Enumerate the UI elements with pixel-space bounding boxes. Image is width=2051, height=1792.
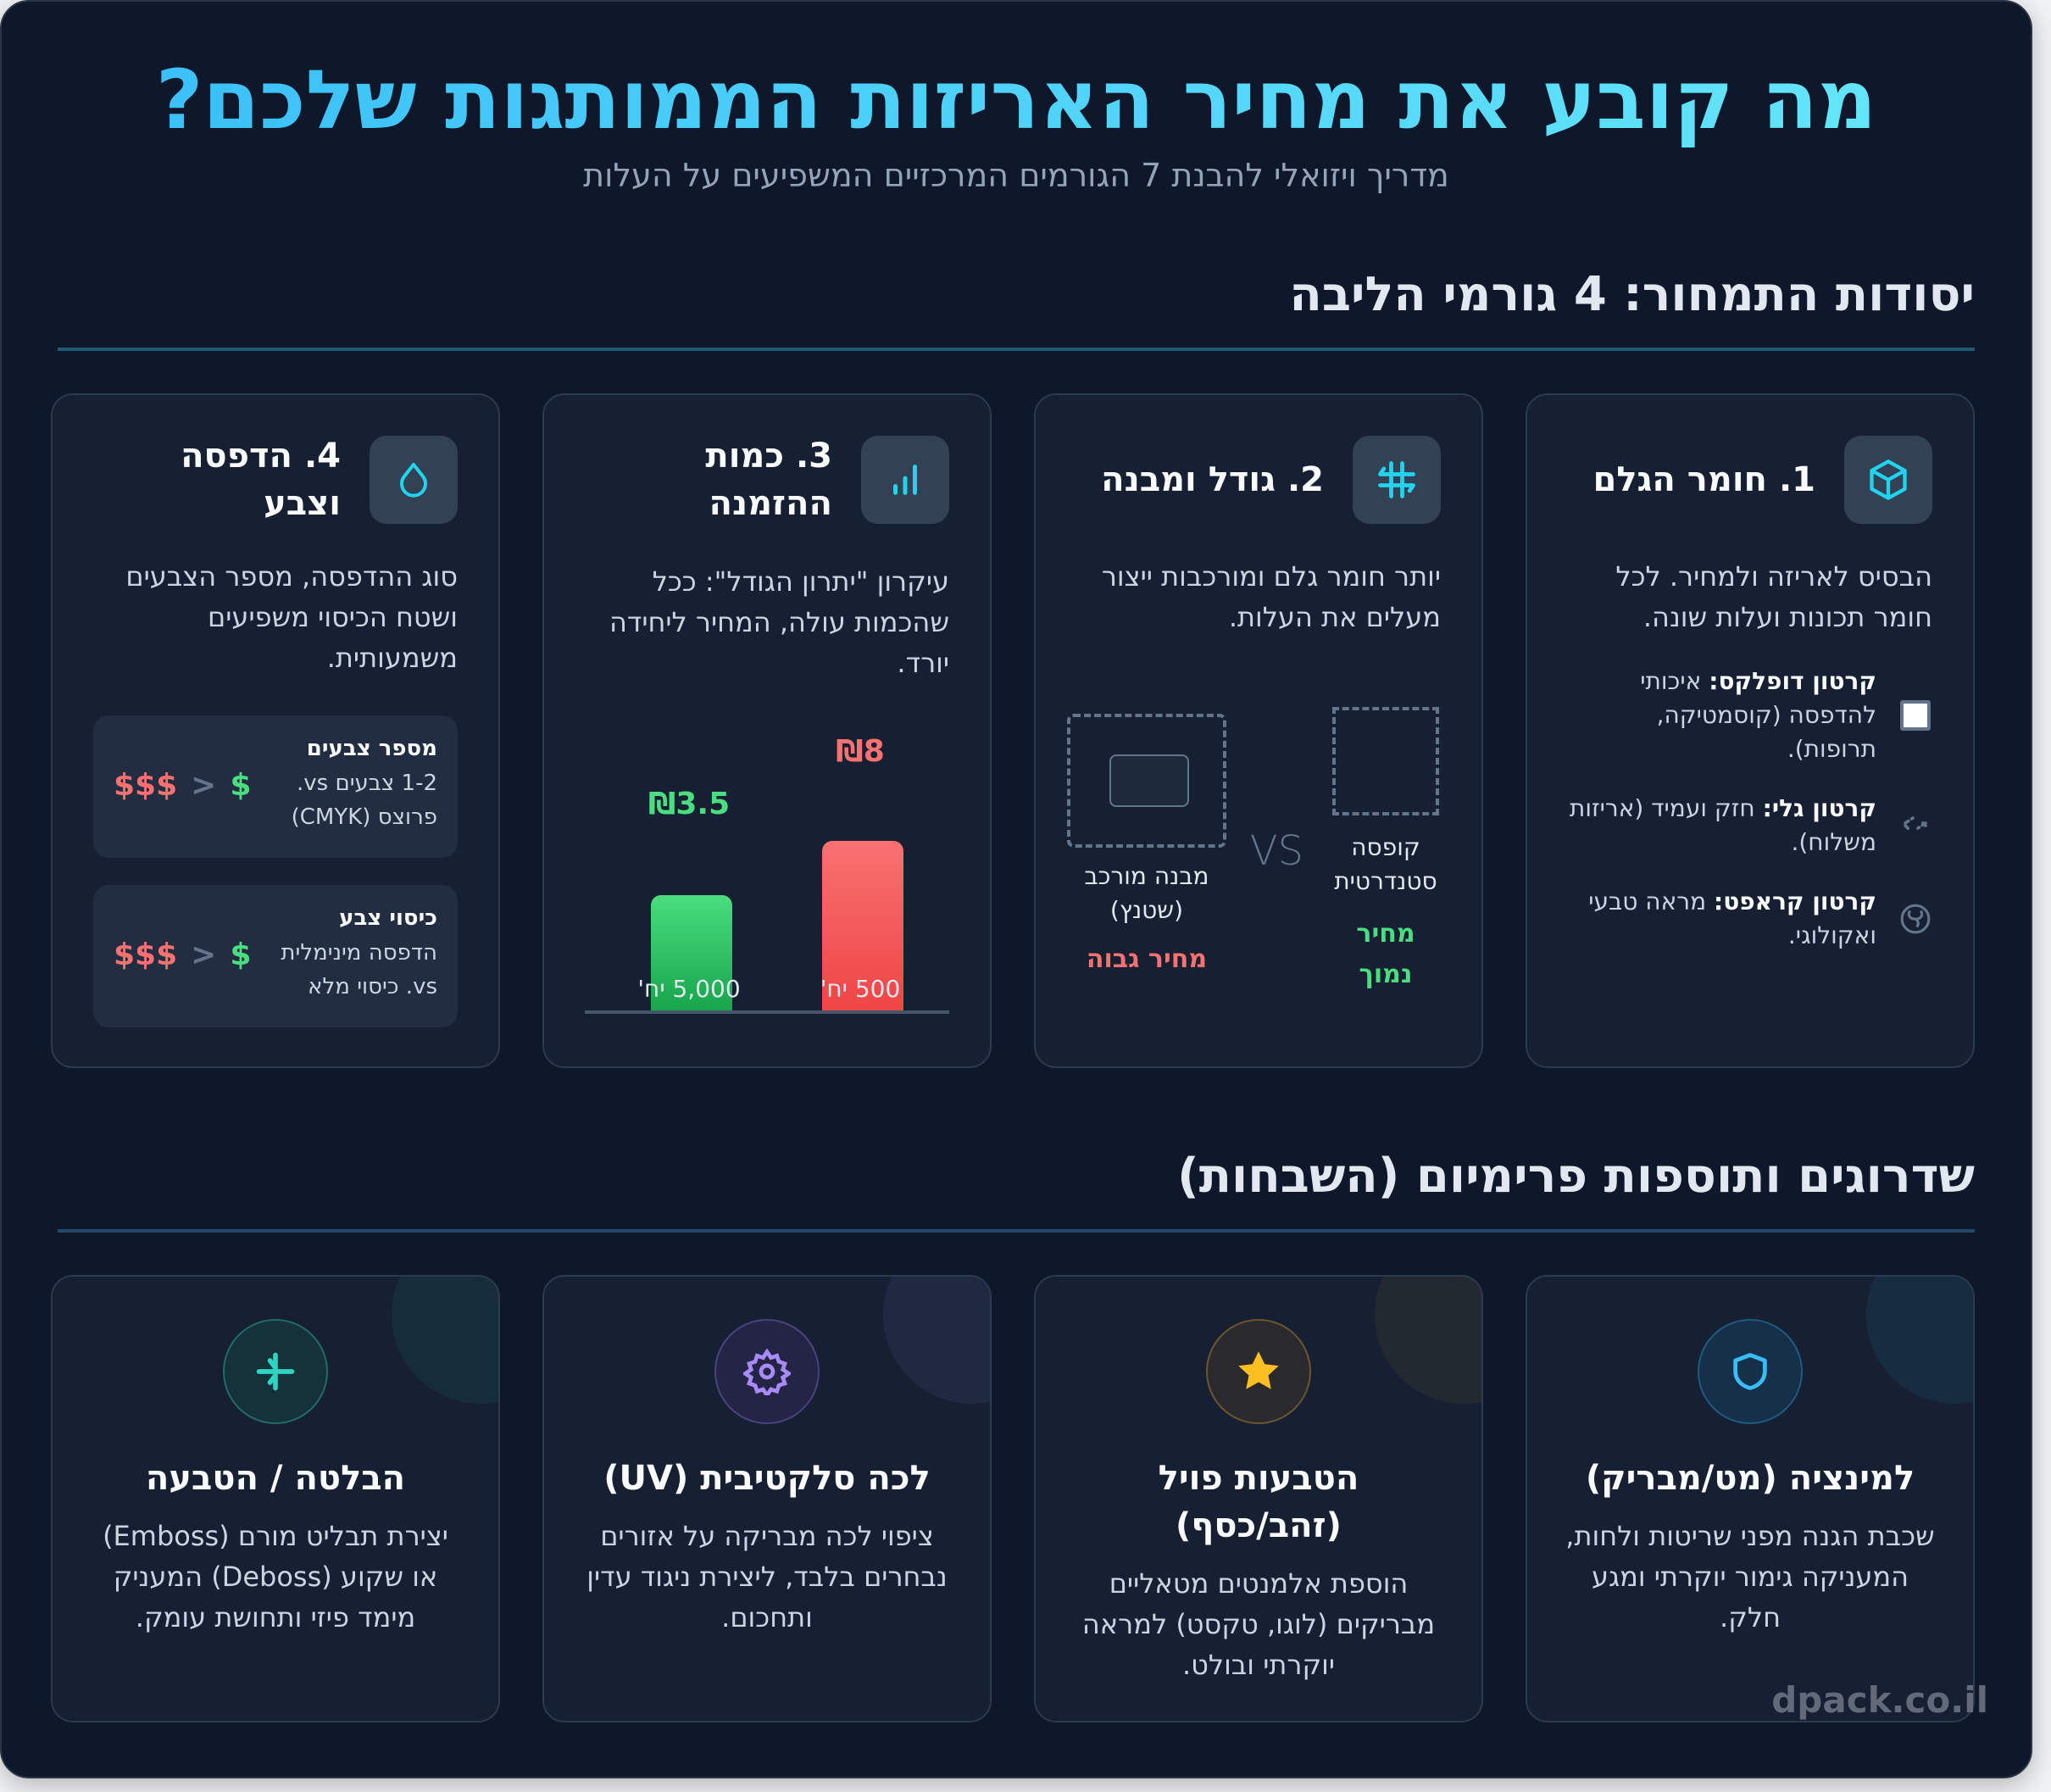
emboss-icon bbox=[223, 1319, 328, 1424]
card-header: 4. הדפסה וצבע bbox=[93, 436, 458, 524]
recycle-icon bbox=[1898, 902, 1932, 936]
card-title: 3. כמות ההזמנה bbox=[705, 437, 832, 523]
material-name: קרטון דופלקס: bbox=[1709, 667, 1876, 695]
droplet-icon bbox=[370, 436, 458, 524]
card-title: 2. גודל ומבנה bbox=[1101, 460, 1324, 499]
standard-box-icon bbox=[1332, 707, 1439, 815]
material-text: איכותי להדפסה (קוסמטיקה, תרופות). bbox=[1640, 667, 1876, 763]
greater-than: > bbox=[191, 768, 217, 803]
upgrade-description: יצירת תבליט מורם (Emboss) או שקוע (Debos… bbox=[103, 1520, 448, 1633]
high-price-label: מחיר גבוה bbox=[1086, 944, 1208, 974]
standard-box-label: קופסה סטנדרטית bbox=[1334, 833, 1437, 895]
upgrade-card-emboss: הבלטה / הטבעה יצירת תבליט מורם (Emboss) … bbox=[51, 1275, 500, 1722]
card-header: 1. חומר הגלם bbox=[1568, 436, 1932, 524]
page-subtitle: מדריך ויזואלי להבנת 7 הגורמים המרכזיים ה… bbox=[583, 157, 1449, 194]
chart-baseline bbox=[585, 1010, 949, 1014]
card-size-structure: 2. גודל ומבנה יותר חומר גלם ומורכבות ייצ… bbox=[1034, 393, 1483, 1068]
section-divider bbox=[58, 348, 1975, 351]
material-name: קרטון גלי: bbox=[1762, 794, 1876, 822]
upgrade-description: הוספת אלמנטים מטאליים מבריקים (לוגו, טקס… bbox=[1081, 1567, 1436, 1681]
quantity-bar-chart: ₪8 500 יח' ₪3.5 5,000 יח' bbox=[585, 734, 949, 1014]
card-description: עיקרון "יתרון הגודל": ככל שהכמות עולה, ה… bbox=[609, 565, 949, 679]
card-printing: 4. הדפסה וצבע סוג ההדפסה, מספר הצבעים וש… bbox=[51, 393, 500, 1068]
low-cost: $ bbox=[230, 938, 252, 972]
complex-box-compare: מבנה מורכב (שטנץ) מחיר גבוה bbox=[1066, 714, 1227, 980]
card-title: 1. חומר הגלם bbox=[1592, 460, 1815, 499]
upgrade-description: שכבת הגנה מפני שריטות ולחות, המעניקה גימ… bbox=[1565, 1520, 1935, 1633]
shield-icon bbox=[1698, 1319, 1803, 1424]
color-coverage-box: כיסוי צבע הדפסה מינימלית vs. כיסוי מלא $… bbox=[93, 885, 458, 1027]
complex-box-label: מבנה מורכב (שטנץ) bbox=[1084, 862, 1209, 924]
core-section-title: יסודות התמחור: 4 גורמי הליבה bbox=[1289, 267, 1975, 322]
card-material: 1. חומר הגלם הבסיס לאריזה ולמחיר. לכל חו… bbox=[1526, 393, 1975, 1068]
hash-grid-icon bbox=[1353, 436, 1441, 524]
page-title: מה קובע את מחיר האריזות הממותגות שלכם? bbox=[2, 49, 2031, 151]
cost-comparison: $$$ > $ bbox=[114, 938, 251, 972]
card-quantity: 3. כמות ההזמנה עיקרון "יתרון הגודל": ככל… bbox=[542, 393, 992, 1068]
material-item: קרטון גלי: חזק ועמיד (אריזות משלוח). bbox=[1568, 792, 1932, 860]
box-text: הדפסה מינימלית vs. כיסוי מלא bbox=[281, 940, 437, 999]
bar-chart-icon bbox=[861, 436, 949, 524]
standard-box-compare: קופסה סטנדרטית מחיר נמוך bbox=[1331, 707, 1441, 995]
material-list: קרטון דופלקס: איכותי להדפסה (קוסמטיקה, ת… bbox=[1568, 665, 1932, 978]
low-price-label: מחיר נמוך bbox=[1356, 919, 1415, 989]
bar-500-units bbox=[822, 776, 903, 1014]
upgrade-title: הבלטה / הטבעה bbox=[145, 1459, 406, 1498]
corrugated-icon bbox=[1898, 809, 1932, 843]
upgrades-section-title: שדרוגים ותוספות פרימיום (השבחות) bbox=[1177, 1149, 1975, 1204]
gear-icon bbox=[714, 1319, 820, 1424]
box-text: 1-2 צבעים vs. פרוצס (CMYK) bbox=[291, 771, 437, 830]
card-description: סוג ההדפסה, מספר הצבעים ושטח הכיסוי משפי… bbox=[125, 560, 458, 674]
bar-5000-units bbox=[651, 776, 732, 1014]
card-header: 2. גודל ומבנה bbox=[1076, 436, 1441, 524]
upgrade-title: לכה סלקטיבית (UV) bbox=[603, 1459, 931, 1498]
high-cost: $$$ bbox=[114, 938, 178, 972]
watermark: dpack.co.il bbox=[1771, 1679, 1988, 1721]
material-item: קרטון דופלקס: איכותי להדפסה (קוסמטיקה, ת… bbox=[1568, 665, 1932, 766]
low-cost: $ bbox=[230, 768, 252, 803]
bar-value-5000: ₪3.5 bbox=[648, 787, 731, 821]
card-description: יותר חומר גלם ומורכבות ייצור מעלים את הע… bbox=[1101, 560, 1441, 633]
section-divider bbox=[58, 1229, 1975, 1233]
bar-value-500: ₪8 bbox=[836, 734, 885, 769]
color-count-box: מספר צבעים 1-2 צבעים vs. פרוצס (CMYK) $$… bbox=[93, 715, 458, 858]
bar-label-5000: 5,000 יח' bbox=[637, 975, 741, 1003]
cube-icon bbox=[1844, 436, 1932, 524]
upgrade-card-uv: לכה סלקטיבית (UV) ציפוי לכה מבריקה על אז… bbox=[542, 1275, 992, 1722]
upgrade-card-lamination: למינציה (מט/מבריק) שכבת הגנה מפני שריטות… bbox=[1526, 1275, 1975, 1722]
box-title: מספר צבעים bbox=[306, 736, 437, 761]
material-text: חזק ועמיד (אריזות משלוח). bbox=[1569, 794, 1876, 856]
star-icon bbox=[1206, 1319, 1311, 1424]
card-description: הבסיס לאריזה ולמחיר. לכל חומר תכונות ועל… bbox=[1615, 560, 1932, 633]
greater-than: > bbox=[191, 938, 217, 972]
material-item: קרטון קראפט: מראה טבעי ואקולוגי. bbox=[1568, 885, 1932, 953]
high-cost: $$$ bbox=[114, 768, 178, 803]
box-title: כיסוי צבע bbox=[339, 905, 437, 931]
square-icon bbox=[1898, 698, 1932, 732]
upgrade-title: למינציה (מט/מבריק) bbox=[1585, 1459, 1915, 1498]
upgrade-description: ציפוי לכה מבריקה על אזורים נבחרים בלבד, … bbox=[586, 1520, 948, 1633]
vs-label: VS bbox=[1249, 827, 1303, 875]
upgrade-card-foil: הטבעות פויל (זהב/כסף) הוספת אלמנטים מטאל… bbox=[1034, 1275, 1483, 1722]
upgrade-title: הטבעות פויל (זהב/כסף) bbox=[1158, 1459, 1359, 1545]
card-header: 3. כמות ההזמנה bbox=[585, 436, 949, 524]
bar-label-500: 500 יח' bbox=[820, 975, 901, 1003]
cost-comparison: $$$ > $ bbox=[114, 768, 251, 803]
card-title: 4. הדפסה וצבע bbox=[181, 437, 341, 523]
material-name: קרטון קראפט: bbox=[1714, 888, 1876, 915]
complex-box-icon bbox=[1067, 714, 1226, 848]
material-text: מראה טבעי ואקולוגי. bbox=[1588, 888, 1876, 949]
